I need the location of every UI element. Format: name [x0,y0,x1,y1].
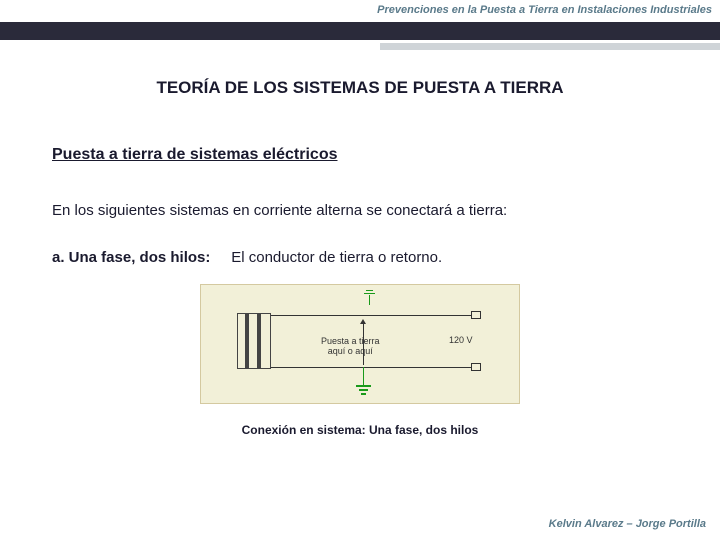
content: Puesta a tierra de sistemas eléctricos E… [0,146,720,437]
item-text: El conductor de tierra o retorno. [231,249,442,266]
ground-icon [361,393,366,395]
ground-icon [359,389,368,391]
diagram-wrap: Puesta a tierra aquí o aquí 120 V Conexi… [52,284,668,437]
slide-title: TEORÍA DE LOS SISTEMAS DE PUESTA A TIERR… [0,78,720,98]
ground-label-text: Puesta a tierra [321,336,380,346]
header-title: Prevenciones en la Puesta a Tierra en In… [0,0,720,16]
wire [271,315,471,316]
transformer-core [257,313,261,369]
circuit-diagram: Puesta a tierra aquí o aquí 120 V [200,284,520,404]
subtitle: Puesta a tierra de sistemas eléctricos [52,146,668,164]
transformer-icon [237,313,271,369]
voltage-label: 120 V [449,335,473,345]
wire [271,367,471,368]
ground-label-sub: aquí o aquí [328,346,373,356]
paragraph: En los siguientes sistemas en corriente … [52,202,668,219]
footer-authors: Kelvin Alvarez – Jorge Portilla [549,518,706,530]
item-row: a. Una fase, dos hilos: El conductor de … [52,249,668,266]
ground-icon [363,367,364,385]
header: Prevenciones en la Puesta a Tierra en In… [0,0,720,20]
ground-icon [356,385,371,387]
ground-icon [369,295,370,305]
divider [0,22,720,50]
ground-icon [366,290,373,291]
item-label: a. Una fase, dos hilos: [52,249,210,266]
dark-bar [0,22,720,40]
transformer-core [245,313,249,369]
gray-bar [380,43,720,50]
terminal-icon [471,363,481,371]
diagram-caption: Conexión en sistema: Una fase, dos hilos [52,423,668,437]
terminal-icon [471,311,481,319]
ground-label: Puesta a tierra aquí o aquí [321,337,380,357]
ground-icon [364,293,375,294]
